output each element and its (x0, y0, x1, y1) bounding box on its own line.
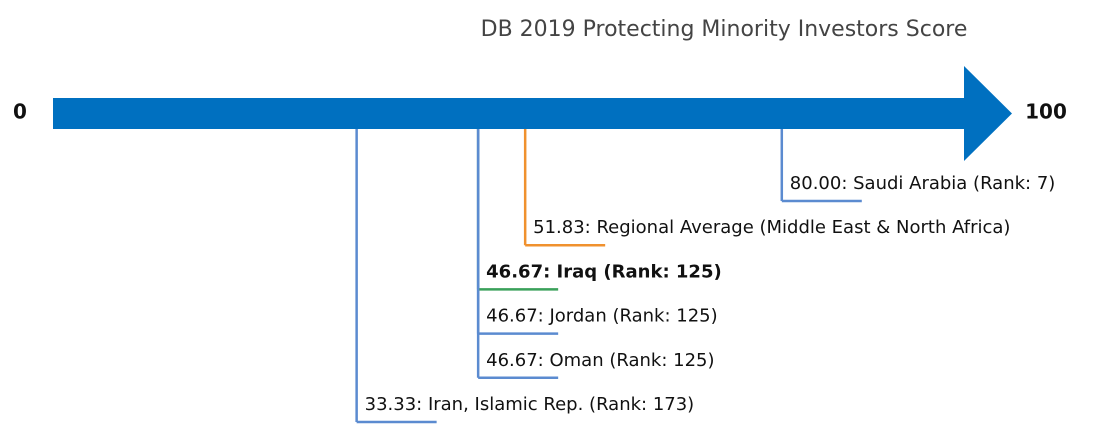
marker-label: 46.67: Iraq (Rank: 125) (486, 261, 722, 282)
axis-end-label: 100 (1025, 100, 1067, 124)
chart-title: DB 2019 Protecting Minority Investors Sc… (481, 17, 968, 42)
marker-label: 46.67: Oman (Rank: 125) (486, 350, 714, 371)
marker-label: 33.33: Iran, Islamic Rep. (Rank: 173) (365, 394, 695, 415)
marker-label: 51.83: Regional Average (Middle East & N… (533, 217, 1010, 238)
axis-arrow (53, 66, 1012, 161)
axis-end-label: 0 (13, 100, 27, 124)
marker-label: 80.00: Saudi Arabia (Rank: 7) (790, 173, 1056, 194)
marker-label: 46.67: Jordan (Rank: 125) (486, 306, 717, 327)
